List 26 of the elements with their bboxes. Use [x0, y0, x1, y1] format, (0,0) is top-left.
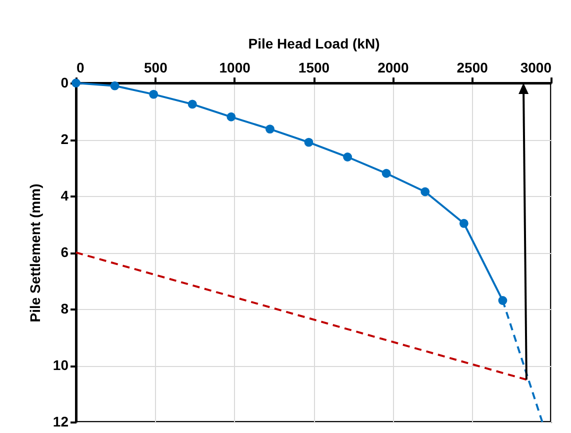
point [265, 124, 274, 134]
point [110, 81, 120, 90]
x-tick-label: 500 [144, 60, 168, 76]
point [304, 138, 314, 147]
y-tick-label: 10 [52, 357, 69, 373]
point [459, 218, 468, 228]
y-tick-label: 12 [52, 414, 69, 430]
y-tick-label: 6 [60, 244, 69, 260]
y-tick-label: 0 [60, 74, 69, 90]
x-tick-label: 0 [76, 60, 84, 76]
x-tick-label: 2000 [378, 60, 409, 76]
x-tick-label: 3000 [520, 60, 552, 76]
point [420, 187, 430, 196]
point [226, 112, 236, 122]
x-tick-label: 1500 [298, 60, 330, 76]
y-tick-label: 4 [60, 188, 69, 204]
y-tick-label: 2 [60, 131, 69, 147]
point [382, 168, 391, 178]
x-tick-label: 2500 [456, 60, 488, 76]
x-tick-label: 1000 [219, 60, 251, 76]
point [188, 100, 197, 109]
x-axis-title: Pile Head Load (kN) [248, 36, 380, 52]
y-tick-label: 8 [60, 300, 69, 316]
y-axis-title: Pile Settlement (mm) [26, 184, 43, 322]
point [343, 152, 352, 162]
point [149, 90, 158, 99]
